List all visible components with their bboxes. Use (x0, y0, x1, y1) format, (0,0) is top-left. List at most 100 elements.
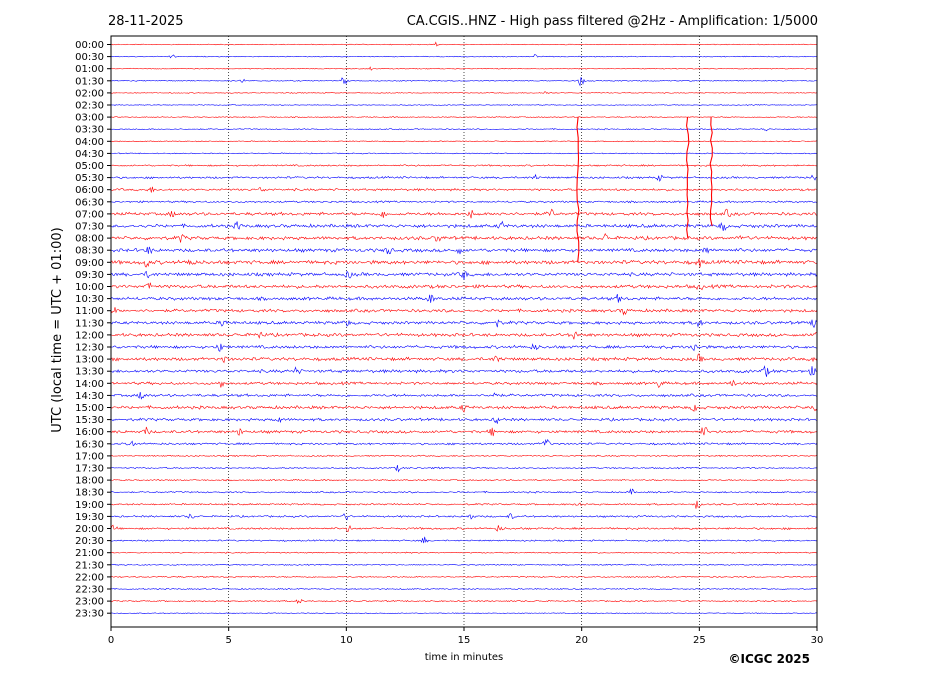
trace-row (110, 128, 818, 132)
seismic-traces (110, 41, 818, 615)
row-label: 22:30 (75, 585, 104, 596)
trace-row (110, 246, 818, 255)
trace-row (110, 104, 818, 106)
row-label: 15:00 (75, 403, 104, 414)
trace-row (110, 186, 818, 193)
trace-row (110, 54, 818, 59)
trace-row (110, 575, 818, 578)
row-label: 09:00 (75, 258, 104, 269)
row-label: 17:00 (75, 451, 104, 462)
trace-row (110, 524, 818, 533)
x-axis-ticks: 0 5 10 15 20 25 30 (108, 627, 824, 646)
row-label: 09:30 (75, 270, 104, 281)
date-label: 28-11-2025 (108, 14, 184, 29)
row-label: 22:00 (75, 572, 104, 583)
vertical-gridlines (228, 36, 700, 627)
row-label: 07:30 (75, 222, 104, 233)
trace-row (111, 208, 818, 219)
spike-events (576, 117, 713, 263)
trace-row (110, 500, 818, 509)
trace-row (110, 417, 818, 424)
row-label: 00:30 (75, 52, 104, 63)
trace-row (110, 270, 818, 280)
x-tick-label: 30 (811, 635, 824, 646)
spike-mark (576, 117, 580, 263)
trace-row (110, 465, 818, 473)
row-label: 12:30 (75, 343, 104, 354)
x-tick-label: 20 (575, 635, 588, 646)
x-tick-label: 10 (340, 635, 353, 646)
row-label: 08:30 (75, 246, 104, 257)
row-label: 07:00 (75, 209, 104, 220)
trace-row (110, 200, 818, 204)
row-label: 16:30 (75, 439, 104, 450)
trace-row (110, 404, 818, 413)
trace-row (110, 152, 818, 155)
trace-row (110, 173, 818, 182)
row-label: 10:30 (75, 294, 104, 305)
trace-row (110, 353, 818, 364)
trace-row (110, 343, 818, 352)
trace-row (110, 488, 818, 495)
trace-row (110, 478, 818, 482)
trace-row (110, 391, 818, 400)
trace-row (110, 551, 818, 554)
row-label: 19:30 (75, 512, 104, 523)
trace-row (110, 77, 818, 87)
row-label: 14:00 (75, 379, 104, 390)
chart-title: CA.CGIS..HNZ - High pass filtered @2Hz -… (407, 14, 818, 29)
y-axis-label: UTC (local time = UTC + 01:00) (50, 227, 65, 432)
row-label: 11:00 (75, 306, 104, 317)
trace-row (110, 426, 818, 437)
trace-row (110, 41, 817, 47)
row-label: 08:00 (75, 234, 104, 245)
row-label: 01:00 (75, 64, 104, 75)
row-label: 18:30 (75, 488, 104, 499)
x-tick-label: 0 (108, 635, 114, 646)
trace-row (110, 164, 818, 167)
trace-row (110, 563, 818, 566)
row-label: 19:00 (75, 500, 104, 511)
x-tick-label: 15 (458, 635, 471, 646)
trace-row (110, 220, 818, 232)
trace-row (110, 587, 818, 591)
trace-row (110, 140, 818, 143)
trace-row (110, 598, 818, 605)
row-label: 02:00 (75, 88, 104, 99)
trace-row (110, 66, 818, 71)
row-label: 15:30 (75, 415, 104, 426)
row-label: 23:00 (75, 597, 104, 608)
trace-row (110, 379, 818, 388)
row-label: 14:30 (75, 391, 104, 402)
row-label: 00:00 (75, 40, 104, 51)
trace-row (110, 365, 818, 377)
trace-row (110, 258, 818, 268)
row-label: 18:00 (75, 476, 104, 487)
trace-row (110, 536, 818, 544)
trace-row (110, 307, 818, 316)
trace-row (110, 116, 818, 119)
row-label: 23:30 (75, 609, 104, 620)
spike-mark (686, 117, 690, 239)
trace-row (110, 438, 818, 447)
trace-row (110, 282, 818, 291)
row-label: 03:00 (75, 113, 104, 124)
row-label: 20:00 (75, 524, 104, 535)
trace-row (110, 454, 818, 458)
row-label: 16:00 (75, 427, 104, 438)
trace-row (110, 319, 818, 329)
x-tick-label: 25 (693, 635, 706, 646)
x-axis-label: time in minutes (425, 652, 504, 663)
row-label: 13:30 (75, 367, 104, 378)
row-label: 21:00 (75, 548, 104, 559)
trace-row (110, 331, 818, 340)
trace-row (110, 233, 818, 243)
row-label: 10:00 (75, 282, 104, 293)
row-label: 06:30 (75, 197, 104, 208)
row-label: 04:00 (75, 137, 104, 148)
row-label: 12:00 (75, 330, 104, 341)
spike-mark (709, 117, 713, 227)
row-label: 03:30 (75, 125, 104, 136)
